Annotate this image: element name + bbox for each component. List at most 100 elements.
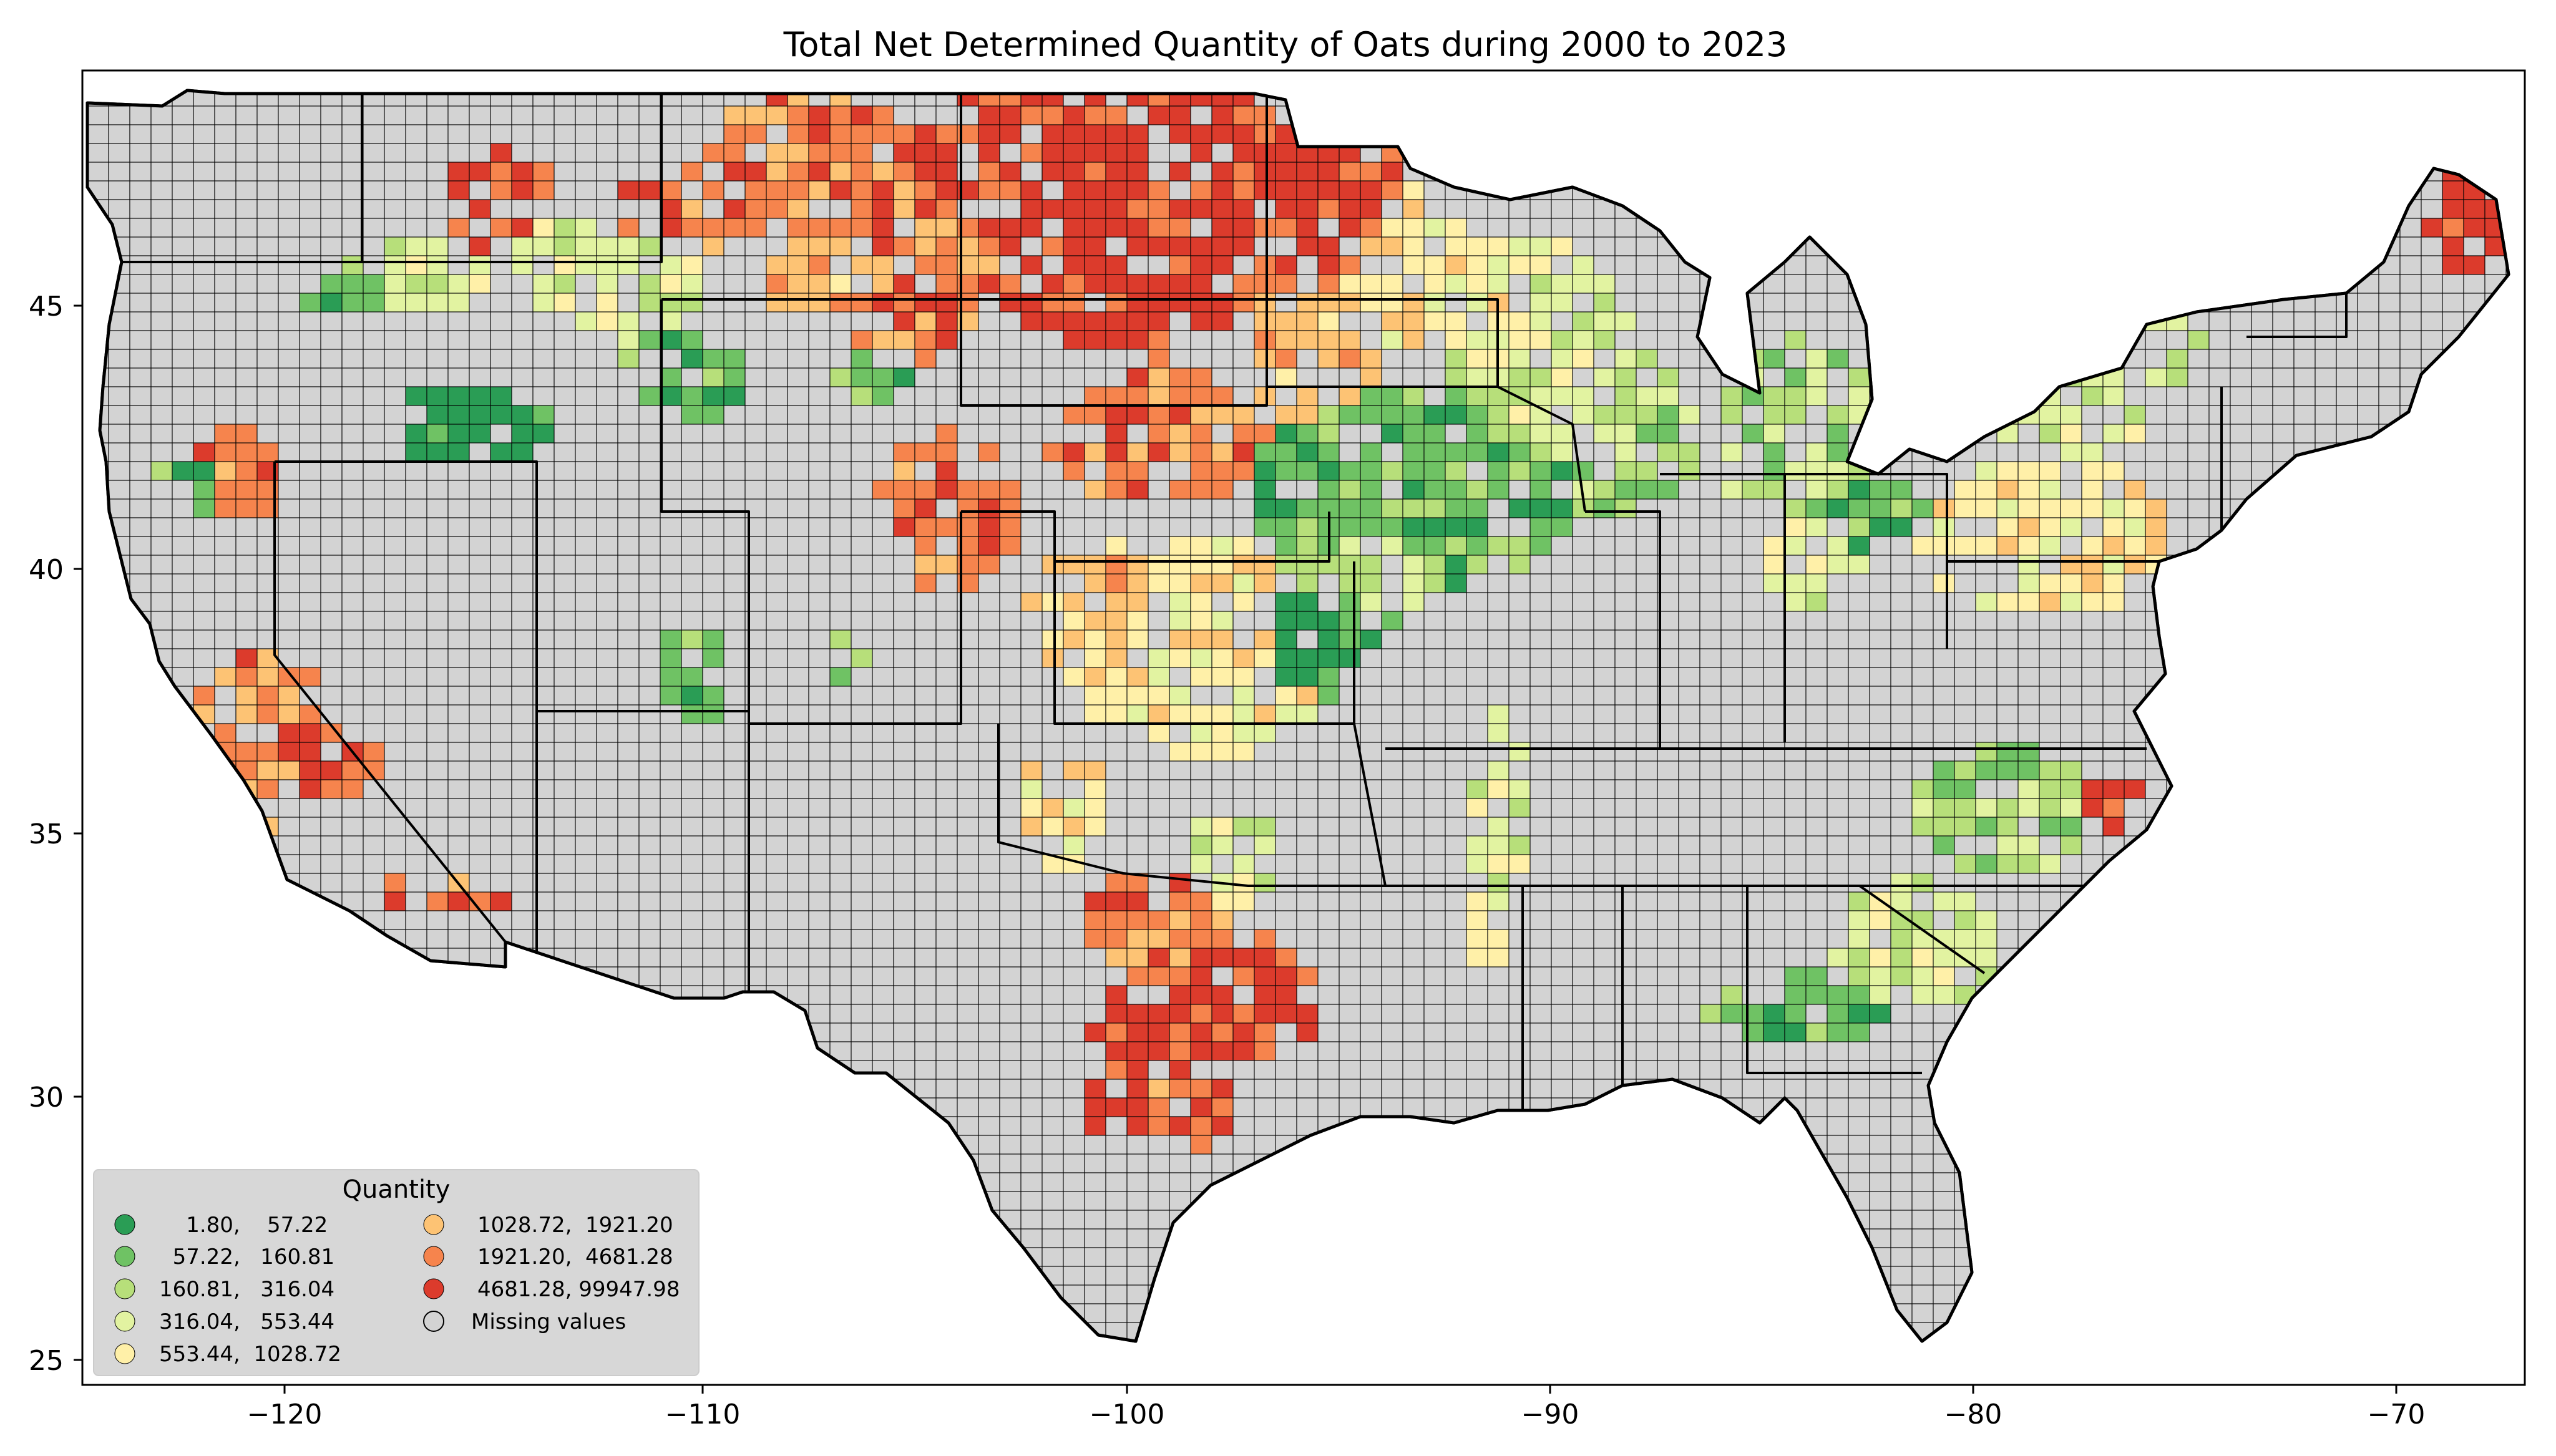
county-cell	[1487, 817, 1510, 837]
county-cell	[1636, 629, 1658, 649]
county-cell	[2187, 330, 2210, 350]
county-cell	[299, 386, 321, 406]
county-cell	[1254, 667, 1276, 687]
county-cell	[1063, 498, 1085, 518]
county-cell	[554, 667, 576, 687]
county-cell	[999, 573, 1022, 593]
county-cell	[1445, 311, 1467, 331]
county-cell	[1020, 255, 1043, 275]
county-cell	[1020, 405, 1043, 425]
county-cell	[2060, 742, 2082, 762]
county-cell	[978, 480, 1000, 500]
county-cell	[1529, 629, 1552, 649]
county-cell	[1126, 442, 1149, 462]
county-cell	[363, 124, 385, 144]
county-cell	[872, 873, 894, 893]
county-cell	[596, 274, 618, 294]
county-cell	[1169, 386, 1191, 406]
county-cell	[851, 686, 873, 706]
county-cell	[1805, 667, 1828, 687]
county-cell	[150, 180, 173, 200]
county-cell	[1784, 555, 1807, 575]
county-cell	[1933, 555, 1955, 575]
county-cell	[426, 536, 449, 556]
county-cell	[1975, 573, 1997, 593]
county-cell	[1063, 367, 1085, 387]
county-cell	[1720, 742, 1743, 762]
county-cell	[1827, 592, 1849, 612]
county-cell	[1529, 667, 1552, 687]
county-cell	[766, 236, 788, 256]
county-cell	[829, 779, 852, 799]
county-cell	[829, 592, 852, 612]
county-cell	[1636, 835, 1658, 855]
county-cell	[2208, 386, 2231, 406]
county-cell	[575, 854, 597, 874]
county-cell	[1784, 536, 1807, 556]
county-cell	[447, 798, 470, 818]
county-cell	[1636, 405, 1658, 425]
county-cell	[1869, 555, 1891, 575]
county-cell	[2017, 742, 2040, 762]
county-cell	[851, 162, 873, 182]
county-cell	[575, 105, 597, 125]
county-cell	[554, 779, 576, 799]
county-cell	[2102, 480, 2125, 500]
county-cell	[172, 330, 194, 350]
county-cell	[829, 723, 852, 743]
county-cell	[490, 199, 512, 219]
county-cell	[1423, 480, 1446, 500]
county-cell	[829, 461, 852, 481]
county-cell	[1105, 835, 1128, 855]
county-cell	[681, 255, 703, 275]
county-cell	[787, 442, 809, 462]
county-cell	[1551, 592, 1573, 612]
county-cell	[893, 760, 915, 780]
county-cell	[235, 686, 258, 706]
county-cell	[575, 798, 597, 818]
county-cell	[914, 667, 937, 687]
county-cell	[1720, 611, 1743, 631]
county-cell	[1317, 274, 1340, 294]
county-cell	[1296, 461, 1319, 481]
county-cell	[660, 723, 682, 743]
county-cell	[1699, 817, 1722, 837]
county-cell	[1105, 274, 1128, 294]
county-cell	[808, 760, 831, 780]
county-cell	[1381, 667, 1403, 687]
county-cell	[490, 517, 512, 537]
county-cell	[2145, 349, 2167, 369]
county-cell	[363, 311, 385, 331]
county-cell	[808, 405, 831, 425]
county-cell	[1699, 798, 1722, 818]
county-cell	[1445, 555, 1467, 575]
county-cell	[1423, 461, 1446, 481]
county-cell	[554, 105, 576, 125]
county-cell	[978, 536, 1000, 556]
county-cell	[851, 573, 873, 593]
county-cell	[808, 236, 831, 256]
county-cell	[405, 311, 427, 331]
county-cell	[1211, 648, 1234, 668]
county-cell	[1636, 498, 1658, 518]
county-cell	[256, 723, 279, 743]
county-cell	[1148, 461, 1170, 481]
county-cell	[341, 611, 364, 631]
county-cell	[766, 105, 788, 125]
county-cell	[278, 536, 300, 556]
county-cell	[808, 536, 831, 556]
county-cell	[1572, 255, 1594, 275]
county-cell	[596, 817, 618, 837]
county-cell	[914, 480, 937, 500]
county-cell	[1211, 424, 1234, 444]
county-cell	[1275, 798, 1297, 818]
county-cell	[299, 817, 321, 837]
county-cell	[808, 218, 831, 238]
county-cell	[681, 311, 703, 331]
county-cell	[256, 199, 279, 219]
county-cell	[1211, 255, 1234, 275]
county-cell	[575, 873, 597, 893]
county-cell	[893, 611, 915, 631]
county-cell	[490, 424, 512, 444]
county-cell	[2272, 349, 2295, 369]
